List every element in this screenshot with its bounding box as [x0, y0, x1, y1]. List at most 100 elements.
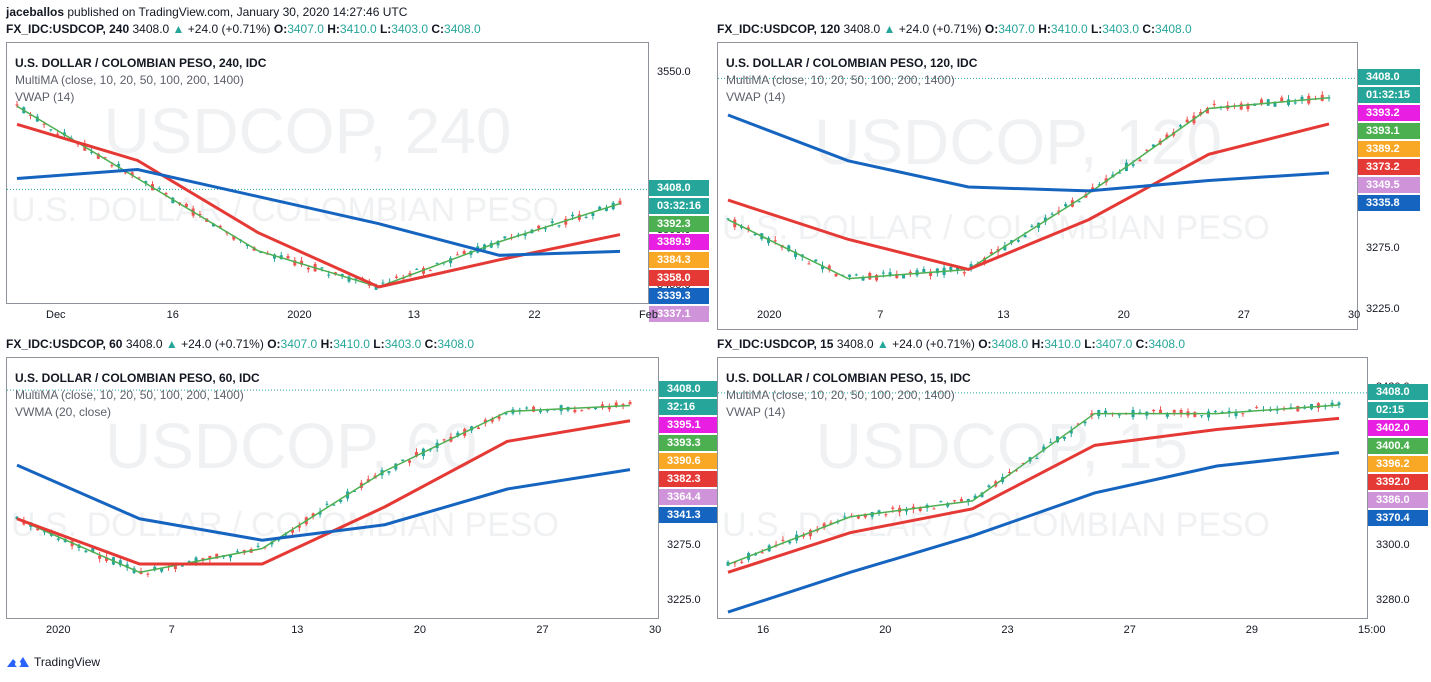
candle-body — [525, 407, 529, 409]
chart-panel[interactable]: FX_IDC:USDCOP, 120 3408.0 ▲ +24.0 (+0.71… — [717, 22, 1422, 330]
x-tick-label: 2020 — [757, 309, 782, 321]
publish-info: jaceballos published on TradingView.com,… — [6, 5, 407, 19]
candle-body — [435, 262, 439, 264]
candle-body — [1076, 423, 1080, 425]
candle-body — [235, 551, 239, 553]
indicator-secondary[interactable]: VWMA (20, close) — [15, 405, 112, 419]
candle-body — [856, 516, 860, 519]
candle-body — [564, 218, 568, 225]
candle-body — [884, 514, 888, 516]
time-axis[interactable]: 16 20 23 27 29 15:00 — [717, 624, 1386, 640]
time-axis[interactable]: 2020 7 13 20 27 30 — [717, 309, 1361, 325]
indicator-secondary[interactable]: VWAP (14) — [15, 90, 75, 104]
candle-body — [932, 508, 936, 510]
price-axis[interactable]: 3550.03500.03450.03408.003:32:163392.333… — [649, 42, 711, 323]
chart-title: U.S. DOLLAR / COLOMBIAN PESO, 240, IDC — [15, 56, 267, 70]
candle-body — [628, 402, 632, 405]
plot-area[interactable]: U.S. DOLLAR / COLOMBIAN PESO, 120, IDC M… — [717, 42, 1358, 330]
candle-body — [962, 272, 966, 274]
indicator-secondary[interactable]: VWAP (14) — [726, 90, 786, 104]
candle-body — [42, 123, 46, 125]
candle-body — [118, 560, 122, 566]
low-value: 3403.0 — [391, 22, 428, 36]
chart-canvas: USDCOP, 60U.S. DOLLAR / COLOMBIAN PESO — [7, 389, 658, 578]
candle-body — [164, 193, 168, 195]
candle-body — [1062, 436, 1066, 439]
indicator-multima[interactable]: MultiMA (close, 10, 20, 50, 100, 200, 14… — [15, 73, 244, 87]
candle-body — [891, 507, 895, 509]
candle-body — [918, 508, 922, 511]
author-name[interactable]: jaceballos — [6, 5, 65, 19]
x-tick-label: 13 — [997, 309, 1010, 321]
candle-body — [956, 267, 960, 271]
plot-area[interactable]: U.S. DOLLAR / COLOMBIAN PESO, 15, IDC Mu… — [717, 357, 1368, 619]
chart-panel[interactable]: FX_IDC:USDCOP, 60 3408.0 ▲ +24.0 (+0.71%… — [6, 337, 719, 637]
candle-body — [604, 207, 608, 211]
price-label: 3408.0 — [1358, 69, 1420, 86]
chart-panel[interactable]: FX_IDC:USDCOP, 15 3408.0 ▲ +24.0 (+0.71%… — [717, 337, 1430, 637]
price-axis[interactable]: 3425.03275.03225.03408.032:163395.13393.… — [659, 357, 719, 619]
price-label: 3341.3 — [659, 507, 717, 524]
plot-area[interactable]: U.S. DOLLAR / COLOMBIAN PESO, 240, IDC M… — [6, 42, 649, 304]
candle-body — [953, 500, 957, 502]
candle-body — [1293, 102, 1297, 104]
chart-title: U.S. DOLLAR / COLOMBIAN PESO, 120, IDC — [726, 56, 978, 70]
symbol-header: FX_IDC:USDCOP, 120 3408.0 ▲ +24.0 (+0.71… — [717, 22, 1192, 36]
price-axis[interactable]: 3425.03275.03225.03408.001:32:153393.233… — [1358, 42, 1422, 330]
candle-body — [300, 260, 304, 265]
series-line-multima-200 — [16, 167, 621, 257]
x-tick-label: 20 — [879, 624, 892, 636]
candle-body — [1145, 149, 1149, 151]
plot-area[interactable]: U.S. DOLLAR / COLOMBIAN PESO, 60, IDC Mu… — [6, 357, 659, 619]
price-label: 3370.4 — [1368, 509, 1428, 526]
x-tick-label: 30 — [1348, 309, 1361, 321]
candle-body — [1023, 235, 1027, 238]
candle-body — [84, 550, 88, 553]
candle-body — [1200, 415, 1204, 417]
candle-body — [456, 432, 460, 437]
candle-body — [201, 558, 205, 561]
symbol-name[interactable]: FX_IDC:USDCOP, 15 — [717, 337, 834, 351]
indicator-multima[interactable]: MultiMA (close, 10, 20, 50, 100, 200, 14… — [15, 388, 244, 402]
watermark-symbol: USDCOP, 120 — [814, 106, 1222, 178]
time-axis[interactable]: Dec 16 2020 13 22 Feb — [6, 309, 658, 325]
candle-body — [1021, 463, 1025, 465]
candle-body — [291, 530, 295, 533]
candle-body — [284, 534, 288, 536]
candle-body — [306, 267, 310, 270]
tradingview-footer[interactable]: TradingView — [6, 655, 100, 669]
candle-body — [587, 408, 591, 410]
symbol-name[interactable]: FX_IDC:USDCOP, 60 — [6, 337, 123, 351]
candle-body — [1117, 414, 1121, 416]
time-axis[interactable]: 2020 7 13 20 27 30 — [6, 624, 661, 640]
symbol-name[interactable]: FX_IDC:USDCOP, 120 — [717, 22, 841, 36]
last-price: 3408.0 — [836, 337, 874, 351]
candle-body — [1131, 164, 1135, 166]
candle-body — [366, 479, 370, 483]
price-change: +24.0 (+0.71%) — [898, 22, 982, 36]
low-value: 3403.0 — [384, 337, 422, 351]
candle-body — [908, 271, 912, 273]
candle-body — [827, 265, 831, 270]
candle-body — [904, 509, 908, 512]
chart-panel[interactable]: FX_IDC:USDCOP, 240 3408.0 ▲ +24.0 (+0.71… — [6, 22, 711, 325]
candle-body — [49, 129, 53, 131]
candle-body — [969, 264, 973, 269]
candle-body — [401, 278, 405, 280]
candle-body — [861, 277, 865, 281]
candle-body — [863, 513, 867, 518]
indicator-secondary[interactable]: VWAP (14) — [726, 405, 786, 419]
indicator-multima[interactable]: MultiMA (close, 10, 20, 50, 100, 200, 14… — [726, 388, 955, 402]
candle-body — [394, 276, 398, 278]
chart-title: U.S. DOLLAR / COLOMBIAN PESO, 15, IDC — [726, 371, 971, 385]
candle-body — [594, 407, 598, 410]
price-axis[interactable]: 3420.03300.03280.03408.002:153402.03400.… — [1368, 357, 1430, 619]
indicator-multima[interactable]: MultiMA (close, 10, 20, 50, 100, 200, 14… — [726, 73, 955, 87]
candle-body — [1259, 99, 1263, 104]
symbol-name[interactable]: FX_IDC:USDCOP, 240 — [6, 22, 130, 36]
low-value: 3407.0 — [1095, 337, 1133, 351]
candle-body — [325, 503, 329, 505]
candle-body — [1097, 184, 1101, 186]
candle-body — [888, 272, 892, 277]
open-value: 3408.0 — [991, 337, 1029, 351]
